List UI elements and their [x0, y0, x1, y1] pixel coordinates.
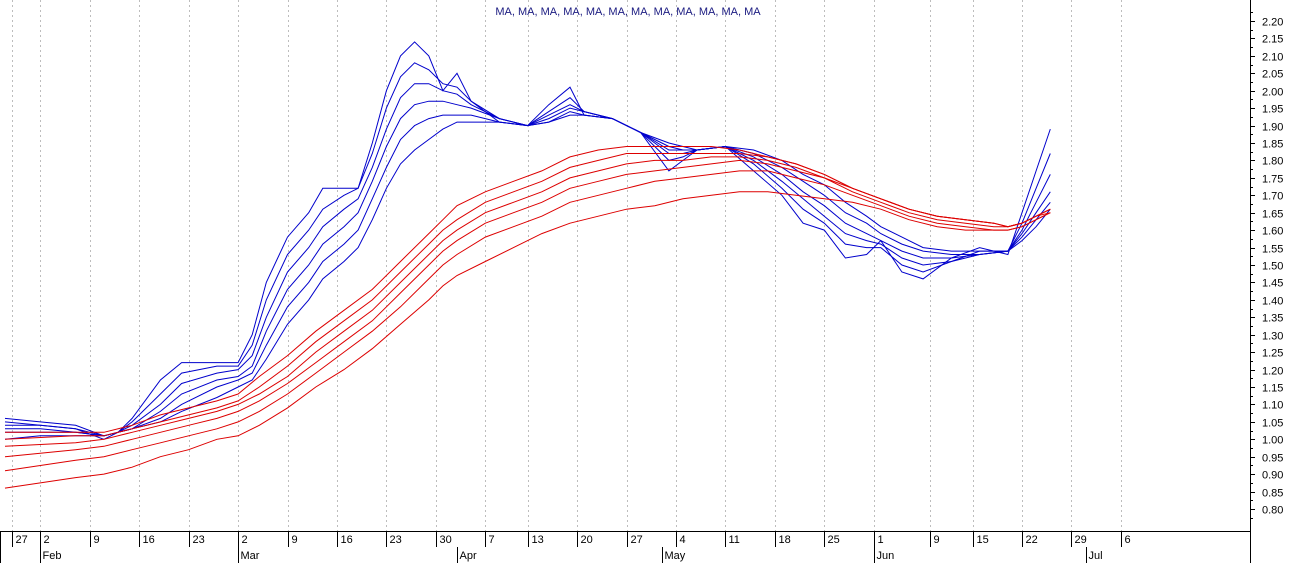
- y-tick-label-18: 1.70: [1262, 191, 1283, 203]
- y-tick-label-23: 1.95: [1262, 104, 1283, 116]
- x-month-label-5: Jul: [1089, 550, 1103, 562]
- y-tick-label-20: 1.80: [1262, 156, 1283, 168]
- series-line-5: [4, 114, 1051, 440]
- x-day-label-14: 4: [680, 534, 686, 546]
- y-tick-label-17: 1.65: [1262, 209, 1283, 221]
- series-lines: [4, 41, 1051, 489]
- y-tick-label-1: 0.85: [1262, 488, 1283, 500]
- y-tick-label-21: 1.85: [1262, 139, 1283, 151]
- y-tick-label-7: 1.15: [1262, 383, 1283, 395]
- y-tick-label-26: 2.10: [1262, 52, 1283, 64]
- x-month-label-3: May: [665, 550, 686, 562]
- x-day-label-7: 16: [341, 534, 353, 546]
- y-tick-label-15: 1.55: [1262, 244, 1283, 256]
- x-month-label-4: Jun: [877, 550, 895, 562]
- series-line-9: [4, 159, 1051, 458]
- y-tick-label-16: 1.60: [1262, 226, 1283, 238]
- y-tick-label-22: 1.90: [1262, 122, 1283, 134]
- x-day-label-20: 15: [977, 534, 989, 546]
- series-line-1: [4, 62, 1051, 440]
- y-tick-label-13: 1.45: [1262, 278, 1283, 290]
- series-line-4: [5, 111, 1051, 437]
- series-line-11: [4, 191, 1051, 489]
- x-day-label-1: 2: [44, 534, 50, 546]
- x-day-label-17: 25: [828, 534, 840, 546]
- legend-title: MA, MA, MA, MA, MA, MA, MA, MA, MA, MA, …: [495, 6, 761, 18]
- x-day-label-16: 18: [779, 534, 791, 546]
- x-day-label-0: 27: [16, 534, 28, 546]
- y-tick-label-24: 2.00: [1262, 87, 1283, 99]
- y-tick-label-6: 1.10: [1262, 400, 1283, 412]
- y-tick-label-2: 0.90: [1262, 470, 1283, 482]
- x-day-label-6: 9: [292, 534, 298, 546]
- x-day-label-23: 6: [1125, 534, 1131, 546]
- series-line-10: [4, 170, 1051, 472]
- y-tick-label-19: 1.75: [1262, 174, 1283, 186]
- y-tick-label-10: 1.30: [1262, 331, 1283, 343]
- series-line-8: [4, 156, 1051, 447]
- y-tick-label-12: 1.40: [1262, 296, 1283, 308]
- x-day-label-19: 9: [934, 534, 940, 546]
- x-month-label-0: Feb: [43, 550, 62, 562]
- y-tick-label-14: 1.50: [1262, 261, 1283, 273]
- y-tick-label-5: 1.05: [1262, 418, 1283, 430]
- x-day-label-12: 20: [581, 534, 593, 546]
- series-line-6: [5, 146, 1051, 433]
- y-tick-label-0: 0.80: [1262, 505, 1283, 517]
- y-tick-label-25: 2.05: [1262, 69, 1283, 81]
- x-day-label-2: 9: [94, 534, 100, 546]
- x-day-label-4: 23: [193, 534, 205, 546]
- x-day-label-21: 22: [1026, 534, 1038, 546]
- series-line-0: [4, 41, 1051, 437]
- x-day-label-13: 27: [631, 534, 643, 546]
- y-tick-label-27: 2.15: [1262, 34, 1283, 46]
- x-month-label-2: Apr: [460, 550, 477, 562]
- x-day-label-15: 11: [729, 534, 740, 546]
- x-day-label-11: 13: [532, 534, 544, 546]
- x-day-label-18: 1: [878, 534, 884, 546]
- x-day-label-8: 23: [390, 534, 402, 546]
- x-day-label-3: 16: [143, 534, 155, 546]
- y-tick-label-11: 1.35: [1262, 313, 1283, 325]
- y-tick-label-28: 2.20: [1262, 17, 1283, 29]
- x-day-label-10: 7: [489, 534, 495, 546]
- vertical-gridlines: [12, 0, 1122, 531]
- y-tick-label-9: 1.25: [1262, 348, 1283, 360]
- x-day-label-5: 2: [242, 534, 248, 546]
- y-tick-label-4: 1.00: [1262, 435, 1283, 447]
- x-month-label-1: Mar: [241, 550, 260, 562]
- x-day-label-9: 30: [440, 534, 452, 546]
- y-tick-label-8: 1.20: [1262, 366, 1283, 378]
- series-line-3: [5, 100, 1051, 437]
- x-day-label-22: 29: [1075, 534, 1087, 546]
- series-line-7: [4, 153, 1051, 440]
- y-tick-label-3: 0.95: [1262, 453, 1283, 465]
